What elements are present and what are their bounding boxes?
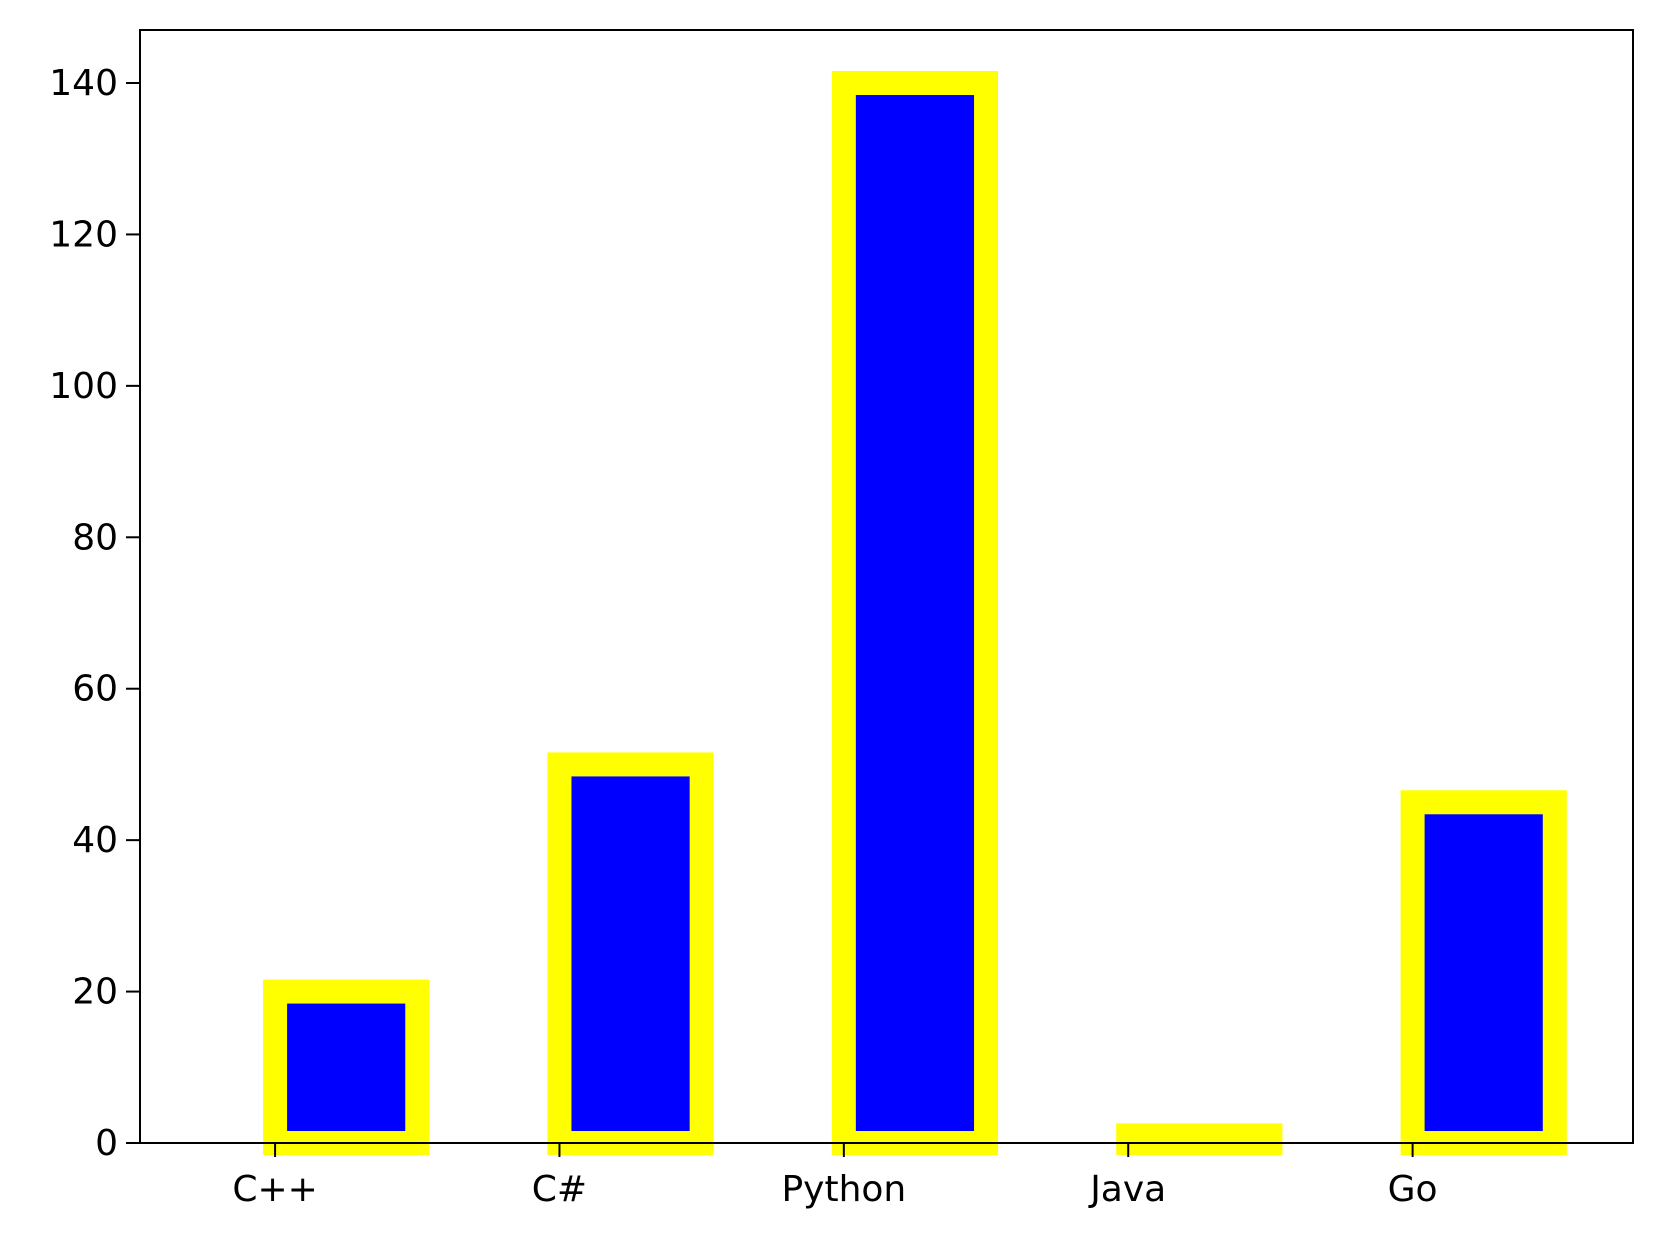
bar [1116,1123,1283,1156]
y-tick-label: 40 [72,820,118,861]
bar-c- [547,752,714,1156]
y-tick-label: 60 [72,669,118,710]
y-tick-label: 80 [72,517,118,558]
bar [831,71,999,1155]
y-tick-label: 20 [72,972,118,1013]
bar [263,979,430,1155]
x-tick-label: Python [781,1169,906,1210]
bar-java [1116,1123,1283,1156]
y-tick-label: 100 [49,366,118,407]
x-axis: C++ C# Python Java Go [232,1143,1438,1210]
y-tick-label: 140 [49,63,118,104]
bar-go [1400,790,1567,1155]
y-axis: 0 20 40 60 80 100 120 140 [49,63,140,1164]
x-tick-label: C++ [232,1169,317,1210]
x-tick-label: Java [1088,1169,1166,1210]
bar-c- [263,979,430,1155]
x-tick-label: C# [532,1169,587,1210]
x-tick-label: Go [1388,1169,1438,1210]
y-tick-label: 0 [95,1123,118,1164]
plot-area-frame [139,29,1634,1144]
y-tick-label: 120 [49,214,118,255]
bar-python [831,71,999,1155]
bar [1400,790,1567,1155]
bar [547,752,714,1156]
